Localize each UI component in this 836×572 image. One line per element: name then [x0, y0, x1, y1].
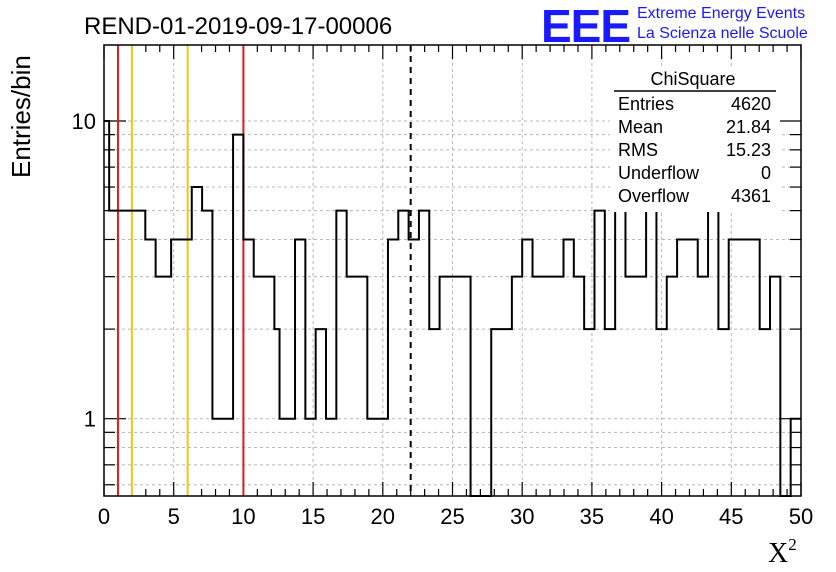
- histogram-bin: [216, 135, 230, 496]
- histogram-bin: [676, 277, 690, 496]
- stats-rows: Entries 4620 Mean 21.84 RMS 15.23 Underflow 0 Ov…: [618, 94, 771, 206]
- logo-line-2: La Scienza nelle Scuole: [637, 25, 808, 42]
- stats-label: Entries: [618, 94, 674, 114]
- y-tick-label: 1: [84, 407, 96, 432]
- histogram-bin: [759, 277, 773, 496]
- stats-value: 4620: [731, 94, 771, 114]
- logo-mark: EEE: [541, 0, 630, 52]
- histogram-bin: [397, 277, 411, 496]
- histogram-bin: [466, 277, 480, 496]
- histogram-line: [104, 119, 801, 497]
- cut-lines: [116, 45, 412, 496]
- histogram-bin: [104, 121, 118, 496]
- histogram-bin: [118, 211, 132, 496]
- histogram-bin: [229, 187, 243, 496]
- x-tick-label: 50: [789, 504, 813, 529]
- logo-line-1: Extreme Energy Events: [637, 5, 805, 22]
- histogram-bin: [522, 329, 536, 496]
- stats-value: 0: [761, 163, 771, 183]
- histogram-bin: [132, 211, 146, 496]
- histogram-bin: [341, 211, 355, 496]
- x-tick-label: 10: [231, 504, 255, 529]
- stats-label: Mean: [618, 117, 663, 137]
- chart-title: REND-01-2019-09-17-00006: [84, 13, 392, 40]
- x-tick-label: 30: [510, 504, 534, 529]
- x-tick-label: 45: [719, 504, 743, 529]
- x-tick-labels: 0 5 10 15 20 25 30 35 40 45 50: [98, 504, 813, 529]
- plot-frame: [103, 44, 802, 497]
- histogram-bin: [703, 329, 717, 496]
- stats-label: Overflow: [618, 186, 690, 206]
- x-tick-label: 25: [440, 504, 464, 529]
- histogram-bin: [536, 211, 550, 496]
- stats-title: ChiSquare: [650, 69, 735, 89]
- histogram-bin: [662, 239, 676, 496]
- x-tick-label: 35: [580, 504, 604, 529]
- y-axis-label: Entries/bin: [6, 55, 36, 178]
- stats-box: ChiSquare Entries 4620 Mean 21.84 RMS 15.23 Un…: [610, 66, 780, 212]
- histogram-bin: [188, 211, 202, 496]
- stats-label: Underflow: [618, 163, 700, 183]
- histogram-bin: [453, 239, 467, 496]
- histogram-bin: [146, 239, 160, 496]
- histogram-bin: [327, 239, 341, 496]
- histogram-bin: [243, 277, 257, 496]
- histogram-bin: [648, 239, 662, 496]
- eee-logo: EEE Extreme Energy Events La Scienza nel…: [541, 0, 808, 52]
- y-tick-label: 10: [72, 109, 96, 134]
- x-axis-label-sup: 2: [788, 535, 797, 554]
- stats-label: RMS: [618, 140, 658, 160]
- stats-value: 21.84: [726, 117, 771, 137]
- histogram-bin: [494, 239, 508, 496]
- stats-value: 4361: [731, 186, 771, 206]
- histogram-bin: [550, 329, 564, 496]
- x-tick-label: 40: [649, 504, 673, 529]
- histogram-bin: [606, 211, 620, 496]
- x-axis-label-base: X: [768, 538, 788, 569]
- histogram-bin: [745, 329, 759, 496]
- x-tick-label: 20: [371, 504, 395, 529]
- x-axis-label: X2: [768, 535, 797, 569]
- x-tick-label: 0: [98, 504, 110, 529]
- histogram-bin: [480, 277, 494, 496]
- histogram-bin: [634, 277, 648, 496]
- histogram-bin: [257, 419, 271, 496]
- histogram-bin: [689, 211, 703, 496]
- histogram-bin: [564, 211, 578, 496]
- histogram-bin: [425, 329, 439, 496]
- histogram-bin: [731, 239, 745, 496]
- histogram-bin: [439, 277, 453, 496]
- histogram-bin: [271, 239, 285, 496]
- stats-value: 15.23: [726, 140, 771, 160]
- histogram-bin: [174, 239, 188, 496]
- x-tick-label: 5: [168, 504, 180, 529]
- histogram-bin: [369, 277, 383, 496]
- y-tick-labels: 1 10: [72, 109, 96, 432]
- histogram-bin: [508, 277, 522, 496]
- histogram-bin: [620, 329, 634, 496]
- x-tick-label: 15: [301, 504, 325, 529]
- histogram-bin: [160, 277, 174, 496]
